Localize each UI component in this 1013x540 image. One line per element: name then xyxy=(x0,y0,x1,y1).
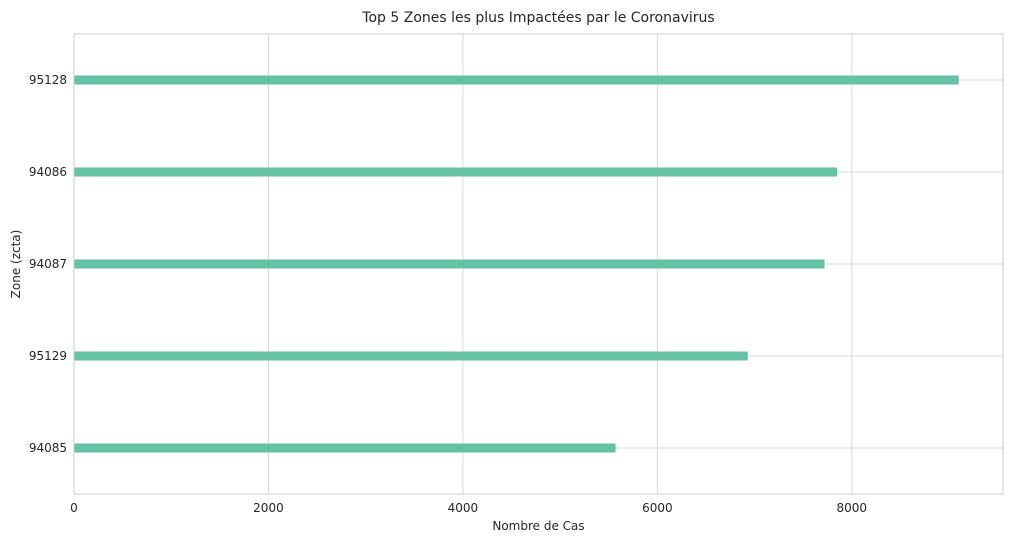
x-axis-ticks: 0 2000 4000 6000 8000 xyxy=(70,501,867,515)
bar-94086 xyxy=(74,167,838,177)
plot-frame xyxy=(73,33,1004,495)
bar-95128 xyxy=(74,75,959,85)
x-tick-label: 6000 xyxy=(642,501,673,515)
chart-title: Top 5 Zones les plus Impactées par le Co… xyxy=(361,10,714,26)
y-tick-label: 94085 xyxy=(29,441,67,455)
y-tick-label: 95128 xyxy=(29,73,67,87)
bar-94085 xyxy=(74,443,616,453)
x-axis-title: Nombre de Cas xyxy=(492,519,584,533)
x-tick-label: 4000 xyxy=(448,501,479,515)
bar-95129 xyxy=(74,351,748,361)
y-tick-label: 94086 xyxy=(29,165,67,179)
x-tick-label: 2000 xyxy=(253,501,284,515)
bar-94087 xyxy=(74,259,825,269)
y-axis-title: Zone (zcta) xyxy=(9,230,23,299)
bars xyxy=(74,75,959,453)
x-tick-label: 0 xyxy=(70,501,78,515)
y-tick-label: 95129 xyxy=(29,349,67,363)
x-tick-label: 8000 xyxy=(837,501,868,515)
y-axis-ticks: 95128 94086 94087 95129 94085 xyxy=(29,73,67,455)
y-tick-label: 94087 xyxy=(29,257,67,271)
